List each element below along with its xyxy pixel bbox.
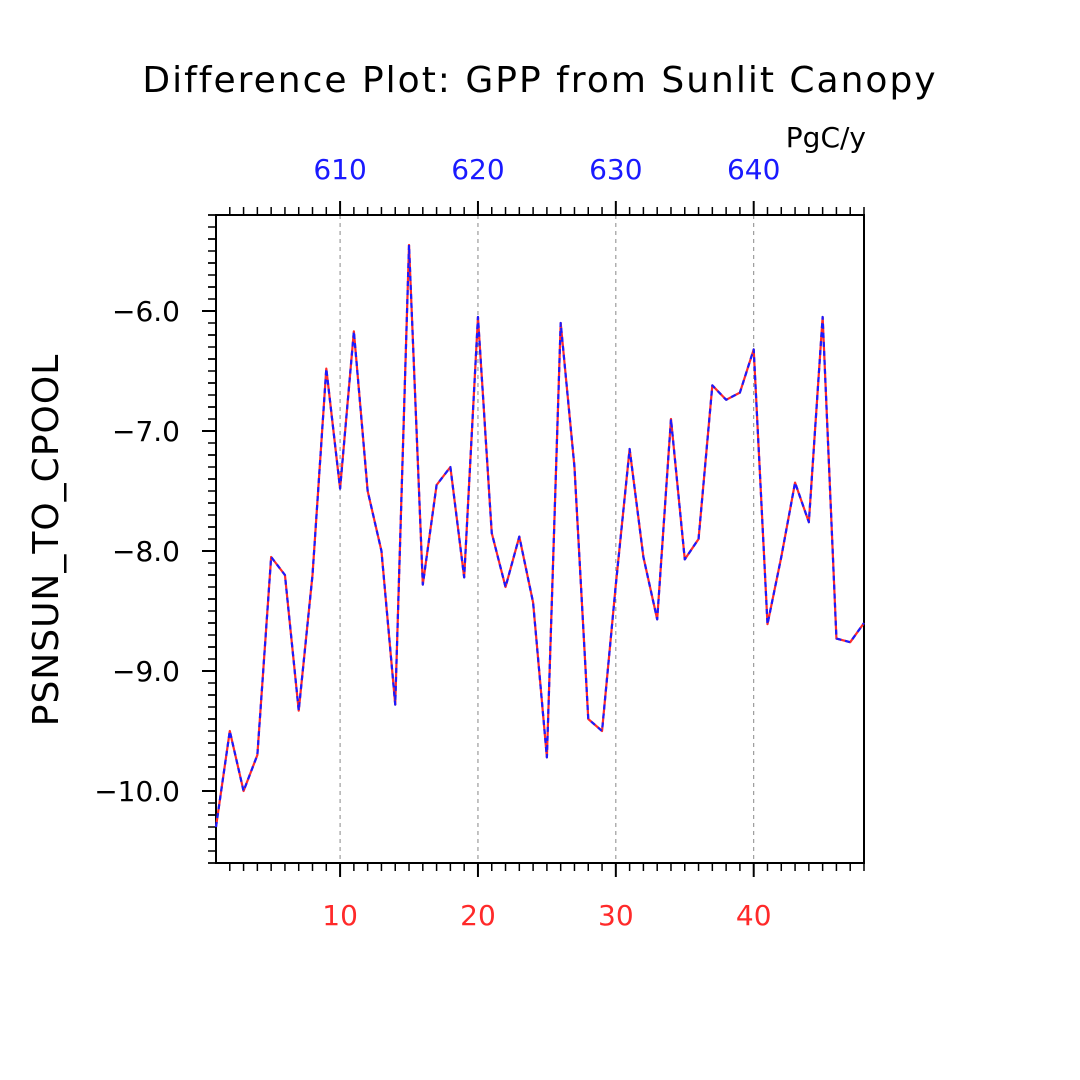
x-tick-label-top: 640: [727, 153, 780, 186]
y-tick-label: −7.0: [112, 415, 180, 448]
x-tick-label-top: 630: [589, 153, 642, 186]
y-tick-label: −8.0: [112, 535, 180, 568]
x-tick-label-bottom: 20: [460, 899, 496, 932]
x-tick-label-top: 610: [313, 153, 366, 186]
axis-ticks: [202, 201, 865, 877]
series-line-2: [214, 243, 865, 828]
x-tick-label-top: 620: [451, 153, 504, 186]
y-tick-label: −6.0: [112, 295, 180, 328]
series-line-1: [214, 243, 865, 828]
tick-labels: −10.0 −9.0 −8.0 −7.0 −6.0 10 20 30 40 610 620 630 64…: [94, 153, 780, 932]
plot-frame: [215, 214, 865, 864]
units-label: PgC/y: [786, 121, 866, 154]
y-tick-label: −9.0: [112, 655, 180, 688]
chart-title: Difference Plot: GPP from Sunlit Canopy: [142, 60, 937, 101]
y-axis-label: PSNSUN_TO_CPOOL: [26, 354, 67, 727]
x-tick-label-bottom: 30: [598, 899, 634, 932]
series-lines: [214, 243, 865, 828]
x-tick-label-bottom: 40: [736, 899, 772, 932]
y-tick-label: −10.0: [94, 775, 180, 808]
grid-lines: [339, 215, 755, 863]
x-tick-label-bottom: 10: [322, 899, 358, 932]
